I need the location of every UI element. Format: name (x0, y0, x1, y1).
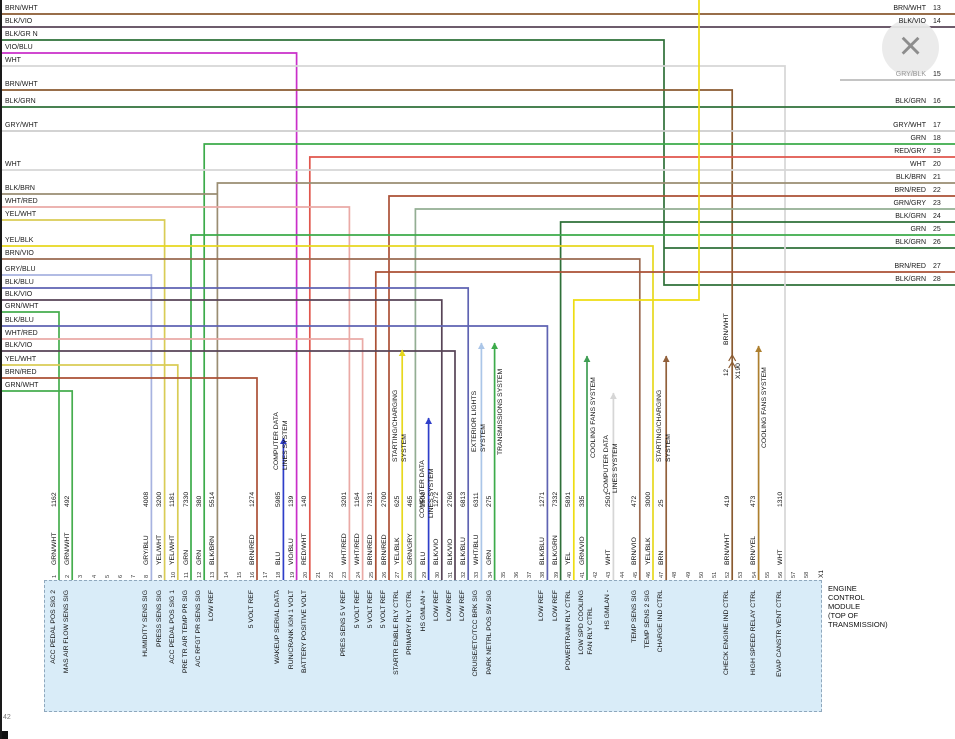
wire (2, 206, 351, 580)
wire (2, 350, 456, 580)
wire (308, 156, 955, 580)
wire (2, 52, 298, 580)
wire (190, 234, 955, 580)
corner-mark (2, 731, 8, 739)
wire (2, 311, 60, 580)
wire-arrowhead (425, 417, 432, 424)
wire-arrowhead (478, 342, 485, 349)
wire (2, 89, 734, 580)
wire (572, 0, 700, 580)
wire (2, 338, 364, 580)
wire (2, 245, 654, 580)
wire (203, 143, 955, 580)
wire (728, 360, 737, 369)
wire (2, 364, 179, 580)
wire (374, 271, 955, 580)
wire (2, 390, 74, 580)
close-button[interactable]: × (882, 19, 939, 76)
wire-arrowhead (583, 355, 591, 362)
ecm-connector-box (44, 580, 822, 712)
wire (216, 182, 955, 580)
wire-arrowhead (491, 342, 498, 349)
wire (414, 208, 955, 580)
wire (2, 299, 443, 580)
wire (2, 274, 153, 580)
ecm-module-label: ENGINE CONTROL MODULE (TOP OF TRANSMISSI… (828, 584, 888, 629)
wire (388, 195, 955, 580)
wire (2, 325, 549, 580)
wire (2, 287, 470, 580)
wire-arrowhead (662, 355, 670, 362)
page-ref: 42 (3, 714, 11, 721)
wire (559, 221, 955, 580)
wire-arrowhead (280, 437, 287, 444)
wire (2, 219, 166, 580)
wire (2, 377, 258, 580)
wire (728, 353, 737, 362)
wire-arrowhead (398, 349, 406, 356)
wire (2, 65, 786, 580)
wire-arrowhead (610, 392, 617, 399)
wire (2, 39, 955, 286)
close-icon: × (898, 23, 923, 68)
wire (2, 258, 641, 580)
wire-arrowhead (755, 345, 762, 352)
